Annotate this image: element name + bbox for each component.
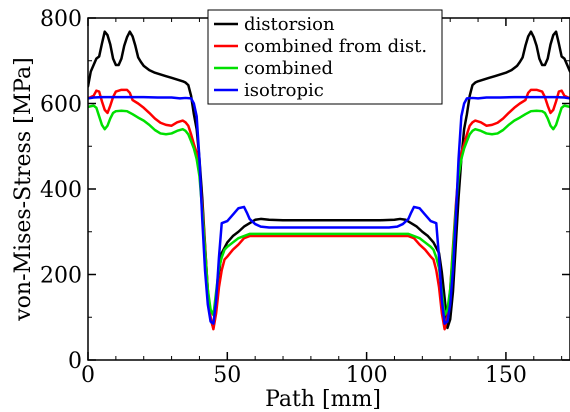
- series-line-2: [88, 88, 570, 331]
- series-line-3: [88, 104, 570, 317]
- y-tick-label: 800: [40, 7, 82, 32]
- y-axis-title: von-Mises-Stress [MPa]: [11, 57, 36, 322]
- x-axis-title: Path [mm]: [265, 387, 381, 412]
- y-tick-label: 600: [40, 93, 82, 118]
- legend-label: combined from dist.: [244, 36, 427, 57]
- series-line-4: [88, 95, 570, 325]
- x-tick-label: 0: [81, 363, 95, 388]
- x-tick-label: 50: [213, 363, 241, 388]
- legend-label: combined: [244, 58, 333, 79]
- ticks-layer: 0 50 100 150 0 200 400 600 800: [40, 7, 570, 388]
- legend-label: distorsion: [244, 14, 335, 35]
- y-tick-label: 0: [68, 349, 82, 374]
- y-tick-label: 200: [40, 264, 82, 289]
- legend-box: [207, 9, 443, 105]
- series-line-1: [88, 30, 570, 330]
- legend-label: isotropic: [244, 80, 324, 101]
- series-layer: [88, 30, 570, 331]
- x-tick-label: 150: [485, 363, 527, 388]
- x-tick-label: 100: [346, 363, 388, 388]
- y-tick-label: 400: [40, 178, 82, 203]
